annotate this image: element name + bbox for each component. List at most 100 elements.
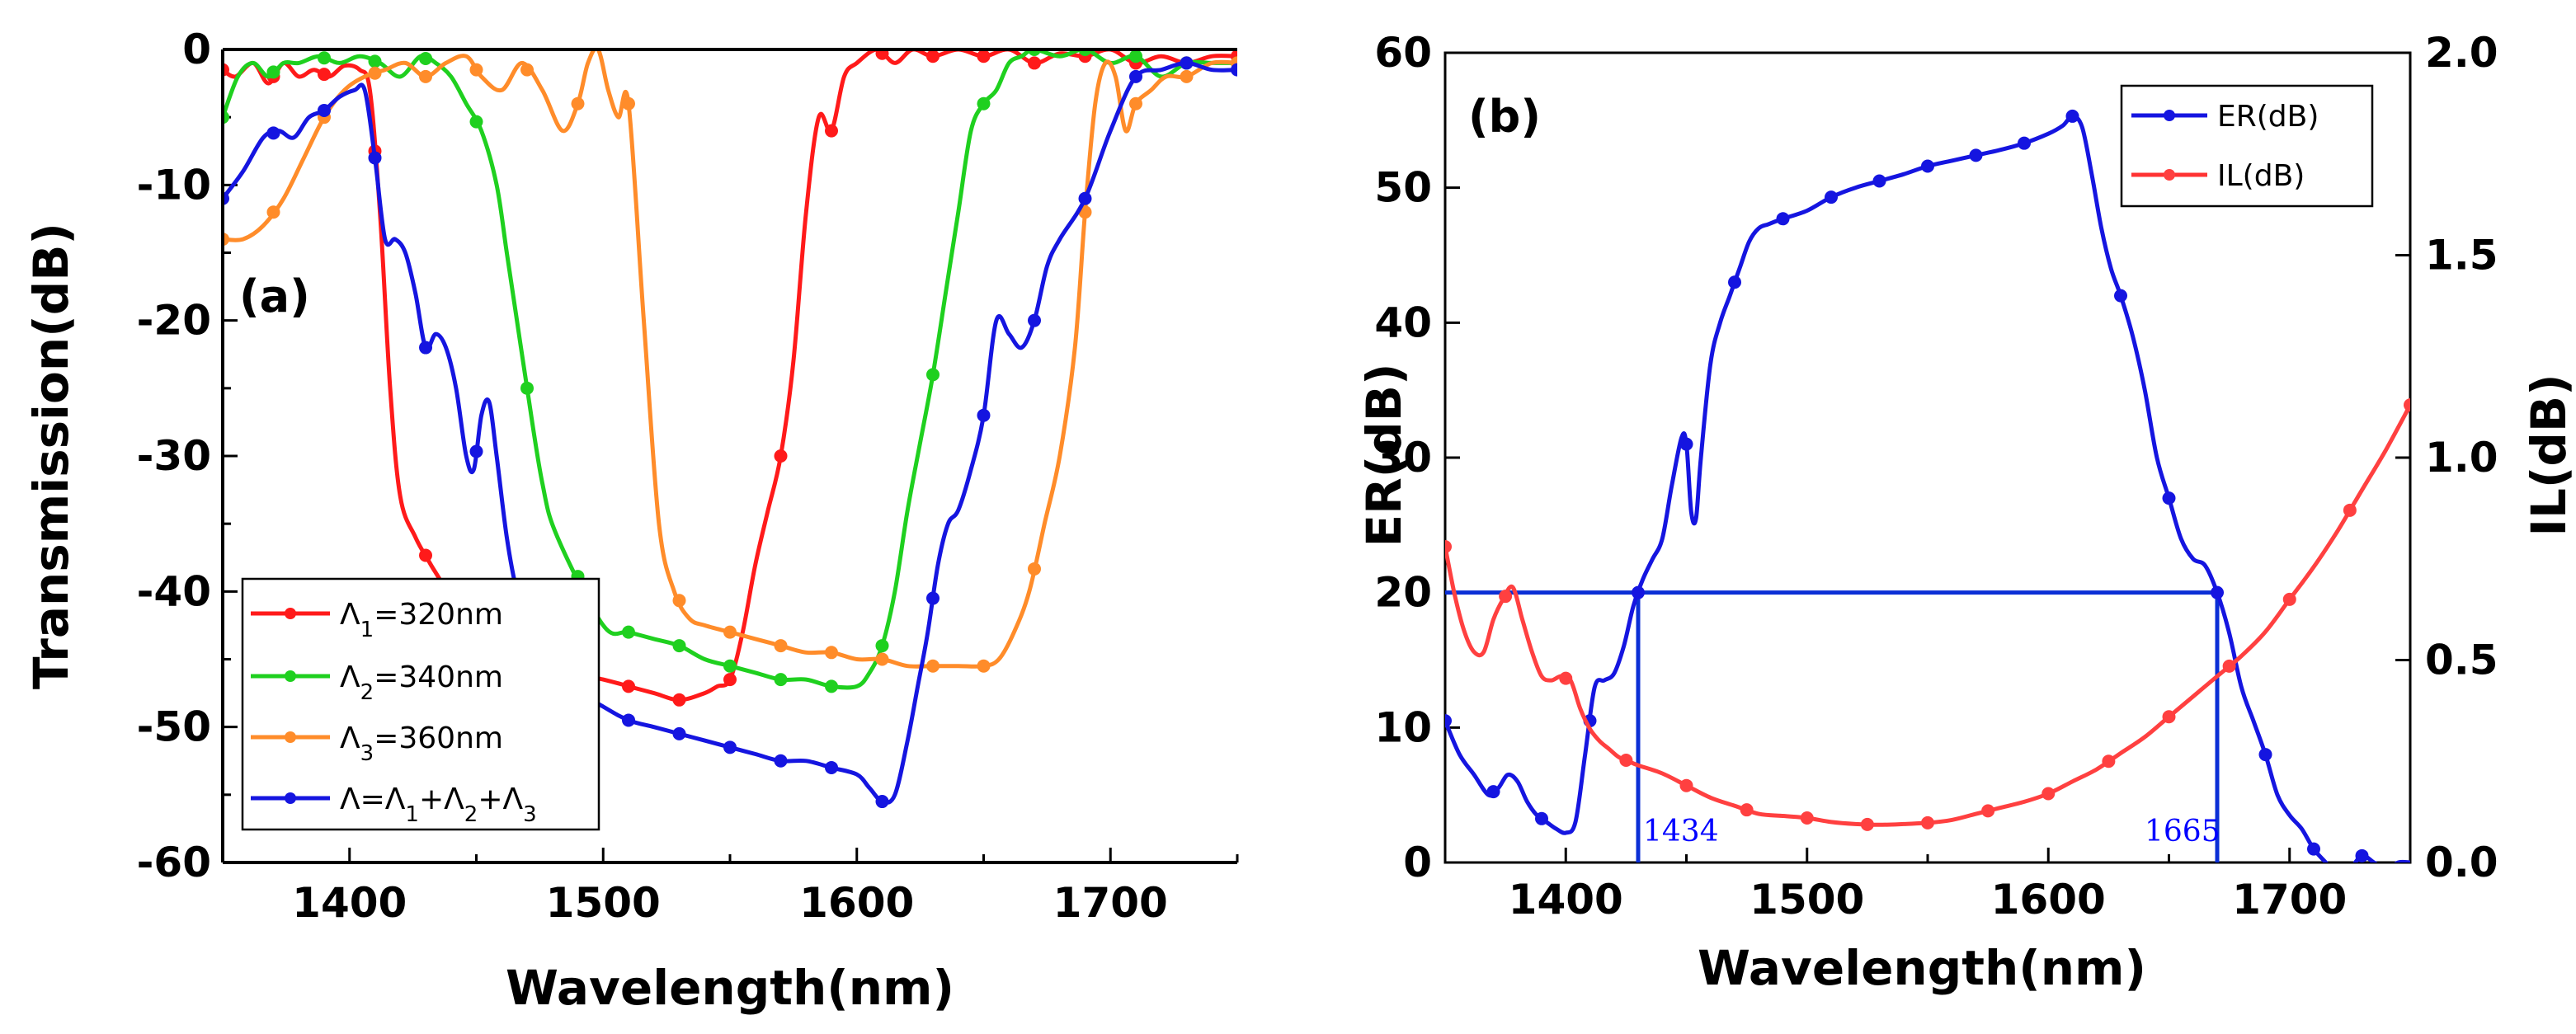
panel-b-x-tick-label: 1700 (2232, 876, 2347, 924)
data-point (1872, 174, 1886, 188)
panel-a-series (223, 49, 1237, 809)
series-er (1445, 109, 2410, 862)
data-point (723, 625, 737, 639)
data-point (2018, 136, 2031, 150)
panel-b-right-tick-label: 1.0 (2425, 434, 2498, 482)
panel-b-left-tick-label: 10 (1374, 703, 1432, 751)
panel-a-y-tick-label: -10 (137, 161, 211, 209)
data-point (622, 96, 635, 110)
data-point (2102, 754, 2116, 768)
series-line-blue (223, 60, 1237, 805)
data-point (875, 639, 889, 653)
data-point (1825, 190, 1838, 204)
panel-b-tick-labels: 1400 1500 1600 1700 0 10 20 30 40 50 60 0.0 0.5 1.0 1.… (1374, 29, 2498, 924)
data-point (1981, 804, 1995, 818)
data-point (2343, 503, 2357, 517)
data-point (774, 639, 788, 653)
data-point (1028, 562, 1041, 576)
data-point (977, 96, 991, 110)
panel-a-y-tick-label: -40 (137, 567, 211, 615)
data-point (469, 63, 483, 77)
data-point (1486, 785, 1500, 799)
data-point (318, 51, 331, 65)
annotation-1434: 1434 (1643, 815, 1719, 848)
data-point (875, 795, 889, 809)
panel-b-legend: ER(dB) IL(dB) (2120, 84, 2374, 208)
panel-b-x-tick-label: 1500 (1750, 876, 1864, 924)
legend-label-lambda2: Λ2=340nm (340, 660, 503, 705)
legend-entry-lambda3: Λ3=360nm (251, 721, 503, 766)
data-point (977, 408, 991, 422)
data-point (520, 63, 534, 77)
data-point (1728, 275, 1741, 289)
data-point (723, 659, 737, 673)
data-point (2162, 491, 2176, 505)
data-point (2065, 109, 2079, 123)
data-point (1535, 811, 1548, 825)
data-point (469, 444, 483, 458)
legend-entry-er: ER(dB) (2131, 100, 2319, 134)
data-point (2355, 848, 2369, 862)
data-point (1180, 69, 1194, 83)
legend-marker-lambda-sum (285, 792, 296, 804)
data-point (1740, 803, 1754, 817)
panel-b-ticks (1443, 51, 2412, 864)
data-point (419, 51, 432, 65)
panel-b-reference-lines (1445, 590, 2220, 862)
panel-a-y-tick-label: -20 (137, 297, 211, 345)
panel-a-y-axis-title: Transmission(dB) (23, 223, 79, 689)
data-point (2404, 398, 2410, 412)
data-point (1969, 148, 1983, 162)
data-point (2282, 592, 2296, 606)
legend-marker-il (2164, 169, 2175, 181)
data-point (2307, 842, 2320, 856)
data-point (1129, 49, 1142, 63)
data-point (1445, 540, 1452, 554)
data-point (672, 594, 686, 608)
data-point (1619, 754, 1633, 768)
panel-b-legend-box (2120, 84, 2374, 208)
data-point (2211, 585, 2224, 599)
panel-b-series (1445, 109, 2410, 862)
data-point (1028, 313, 1041, 327)
panel-a-y-tick-label: 0 (182, 26, 211, 73)
data-point (1632, 585, 1645, 599)
data-point (1921, 159, 1934, 173)
data-point (368, 54, 382, 68)
legend-label-lambda3: Λ3=360nm (340, 721, 503, 766)
panel-a-y-tick-label: -30 (137, 432, 211, 480)
data-point (672, 693, 686, 707)
data-point (825, 646, 838, 660)
data-point (1445, 714, 1452, 728)
data-point (1679, 778, 1693, 792)
data-point (875, 652, 889, 666)
panel-b-right-axis-title: IL(dB) (2521, 374, 2576, 536)
data-point (926, 368, 940, 382)
data-point (1129, 96, 1142, 110)
data-point (1776, 212, 1790, 226)
data-point (825, 760, 838, 774)
data-point (622, 679, 635, 693)
series-line-il (1445, 404, 2410, 827)
data-point (1921, 815, 1934, 830)
data-point (368, 151, 382, 165)
data-point (825, 124, 838, 138)
data-point (926, 659, 940, 673)
panel-a-label: (a) (239, 270, 310, 322)
data-point (774, 673, 788, 687)
data-point (1028, 56, 1041, 70)
legend-label-lambda-sum: Λ=Λ1+Λ2+Λ3 (340, 783, 537, 827)
data-point (419, 548, 432, 562)
panel-b-left-tick-label: 0 (1403, 839, 1432, 886)
data-point (571, 96, 585, 110)
legend-marker-lambda1 (285, 608, 296, 619)
data-point (266, 65, 280, 79)
data-point (1129, 69, 1142, 83)
legend-entry-lambda2: Λ2=340nm (251, 660, 503, 705)
panel-b-right-tick-label: 2.0 (2425, 29, 2498, 77)
legend-marker-lambda2 (285, 670, 296, 682)
data-point (977, 49, 991, 63)
panel-b-left-tick-label: 40 (1374, 298, 1432, 346)
